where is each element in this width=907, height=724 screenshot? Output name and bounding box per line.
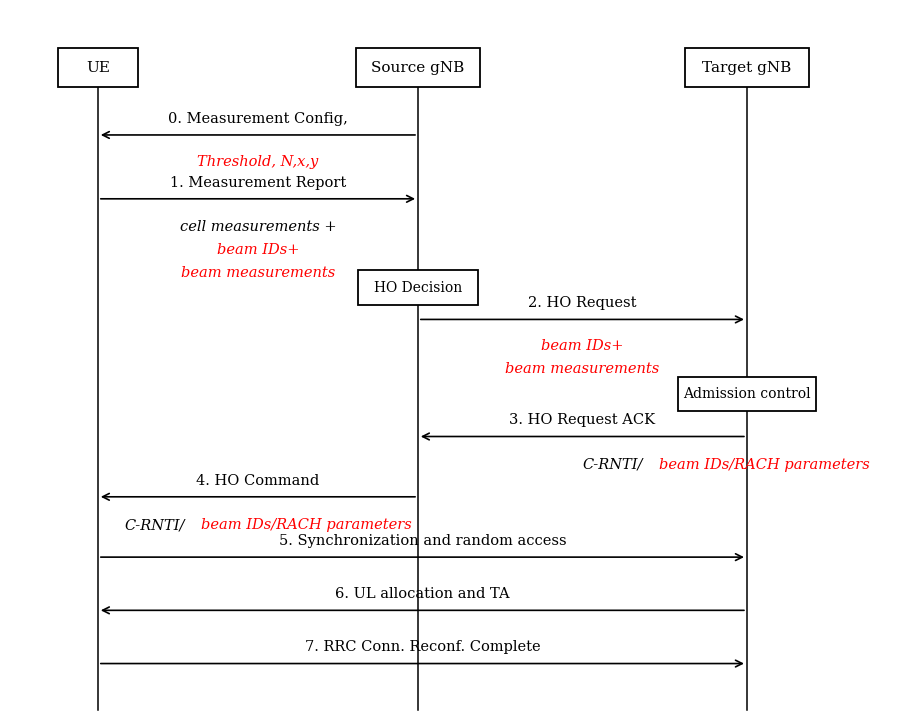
Bar	[678, 377, 815, 411]
Text: C-RNTI/: C-RNTI/	[582, 458, 643, 472]
Text: beam IDs/RACH parameters: beam IDs/RACH parameters	[201, 518, 412, 532]
Text: C-RNTI/: C-RNTI/	[124, 518, 185, 532]
Text: HO Decision: HO Decision	[374, 280, 462, 295]
Bar	[356, 48, 480, 87]
Text: 2. HO Request: 2. HO Request	[528, 296, 637, 310]
Text: beam measurements: beam measurements	[180, 266, 335, 279]
Bar	[358, 271, 478, 305]
Text: beam IDs+: beam IDs+	[541, 340, 624, 353]
Text: beam IDs/RACH parameters: beam IDs/RACH parameters	[658, 458, 870, 472]
Text: 0. Measurement Config,: 0. Measurement Config,	[168, 111, 348, 126]
Text: 5. Synchronization and random access: 5. Synchronization and random access	[278, 534, 566, 548]
Text: 6. UL allocation and TA: 6. UL allocation and TA	[335, 587, 510, 601]
Text: UE: UE	[86, 61, 110, 75]
Text: beam IDs+: beam IDs+	[217, 243, 299, 257]
Bar	[58, 48, 138, 87]
Bar	[685, 48, 809, 87]
Text: Admission control: Admission control	[683, 387, 811, 401]
Text: Threshold, N,x,y: Threshold, N,x,y	[198, 155, 318, 169]
Text: 1. Measurement Report: 1. Measurement Report	[170, 176, 346, 190]
Text: cell measurements +: cell measurements +	[180, 220, 336, 234]
Text: 4. HO Command: 4. HO Command	[196, 473, 319, 487]
Text: Target gNB: Target gNB	[702, 61, 792, 75]
Text: beam measurements: beam measurements	[505, 362, 659, 376]
Text: 7. RRC Conn. Reconf. Complete: 7. RRC Conn. Reconf. Complete	[305, 640, 541, 654]
Text: Source gNB: Source gNB	[371, 61, 464, 75]
Text: 3. HO Request ACK: 3. HO Request ACK	[510, 413, 656, 427]
